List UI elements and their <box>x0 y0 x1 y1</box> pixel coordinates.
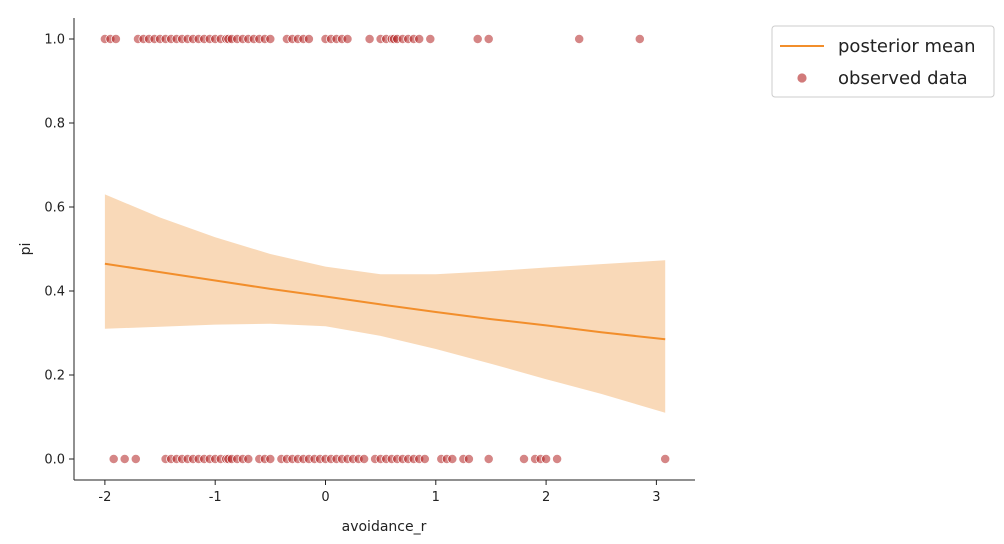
data-point <box>359 454 370 464</box>
data-point <box>660 454 671 464</box>
data-point <box>552 454 563 464</box>
posterior-mean-line-layer <box>104 262 666 341</box>
data-point <box>130 454 141 464</box>
data-point <box>574 34 585 44</box>
y-tick-label: 0.0 <box>44 453 65 468</box>
data-point <box>472 34 483 44</box>
legend: posterior mean observed data <box>771 25 995 98</box>
data-point <box>634 34 645 44</box>
observed-points-layer <box>99 34 671 464</box>
legend-label-posterior-mean: posterior mean <box>838 36 976 57</box>
data-point <box>541 454 552 464</box>
x-tick-label: 1 <box>432 490 440 505</box>
data-point <box>342 34 353 44</box>
credible-interval-band-layer <box>104 194 666 413</box>
axes: -2 -1 0 1 2 3 0.0 0.2 0.4 0.6 0.8 1.0 <box>44 18 695 505</box>
data-point <box>265 454 276 464</box>
data-point <box>419 454 430 464</box>
data-point <box>414 34 425 44</box>
data-point <box>243 454 254 464</box>
data-point <box>447 454 458 464</box>
data-point <box>265 34 276 44</box>
x-tick-label: -1 <box>209 490 222 505</box>
data-point <box>463 454 474 464</box>
x-tick-label: 2 <box>542 490 550 505</box>
credible-interval-band <box>104 194 666 413</box>
data-point <box>425 34 436 44</box>
data-point <box>364 34 375 44</box>
legend-label-observed-data: observed data <box>838 68 968 89</box>
data-point <box>110 34 121 44</box>
posterior-mean-line <box>104 262 666 341</box>
data-point <box>108 454 119 464</box>
y-tick-label: 0.6 <box>44 201 65 216</box>
data-point <box>303 34 314 44</box>
y-tick-label: 0.8 <box>44 117 65 132</box>
x-tick-label: -2 <box>98 490 111 505</box>
data-point <box>483 454 494 464</box>
x-tick-label: 0 <box>321 490 329 505</box>
legend-point-swatch <box>796 72 808 84</box>
x-tick-label: 3 <box>652 490 660 505</box>
x-axis-label: avoidance_r <box>342 519 427 535</box>
y-tick-label: 0.4 <box>44 285 65 300</box>
data-point <box>519 454 529 464</box>
y-axis-label: pi <box>18 243 34 256</box>
data-point <box>119 454 130 464</box>
y-tick-label: 0.2 <box>44 369 65 384</box>
data-point <box>483 34 494 44</box>
y-tick-label: 1.0 <box>44 33 65 48</box>
legend-frame <box>771 25 995 98</box>
